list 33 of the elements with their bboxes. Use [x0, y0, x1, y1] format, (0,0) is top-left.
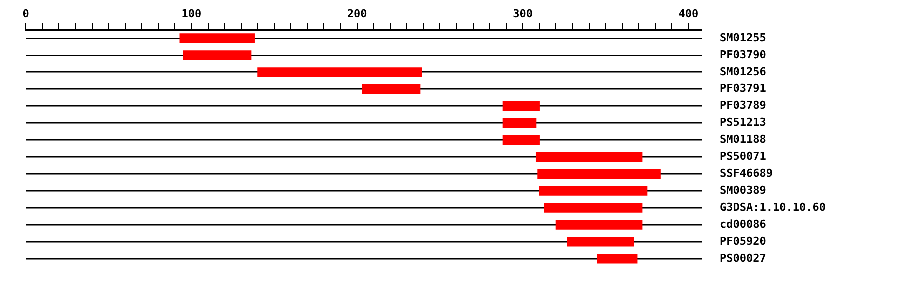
y-tick-label: G3DSA:1.10.10.60 [720, 200, 826, 214]
y-tick-label: SM00389 [720, 184, 766, 197]
y-tick-label: PF03790 [720, 48, 766, 62]
bar [556, 220, 643, 230]
bar [258, 68, 422, 78]
bar [536, 152, 643, 162]
x-tick-label: 400 [678, 7, 699, 20]
bar [544, 203, 643, 213]
y-tick-label: cd00086 [720, 218, 767, 231]
y-tick-label: PS51213 [720, 116, 766, 130]
y-tick-label: PF05920 [720, 234, 766, 248]
x-tick-label: 0 [22, 7, 30, 20]
bar [539, 186, 648, 196]
bar [597, 254, 638, 264]
y-tick-label: SM01256 [720, 65, 767, 78]
y-tick-label: SSF46689 [720, 166, 773, 180]
bar [362, 84, 421, 94]
bar [502, 118, 537, 128]
bar [183, 50, 252, 60]
y-tick-label: PF03791 [720, 82, 767, 96]
bar [180, 34, 255, 44]
bar [567, 237, 634, 247]
bar [502, 135, 540, 146]
y-tick-label: SM01255 [720, 31, 766, 44]
y-tick-label: PS00027 [720, 252, 766, 265]
y-tick-label: SM01188 [720, 133, 766, 146]
x-tick-label: 100 [182, 7, 202, 20]
x-tick-label: 200 [347, 7, 368, 20]
bar [538, 169, 661, 179]
y-tick-label: PS50071 [720, 150, 767, 164]
bar [502, 101, 540, 112]
x-tick-label: 300 [513, 7, 533, 20]
y-tick-label: PF03789 [720, 99, 766, 112]
